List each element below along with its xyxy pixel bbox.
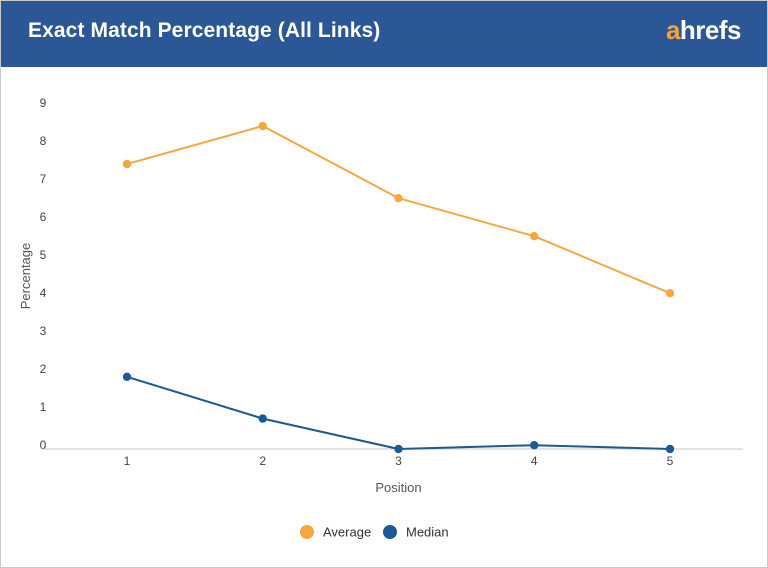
legend-label-average: Average [323,525,371,540]
x-axis-title: Position [375,480,421,495]
y-tick-label: 7 [40,172,47,186]
y-tick-label: 2 [40,362,47,376]
legend: Average Median [300,525,449,540]
x-tick-label: 2 [259,454,266,468]
legend-marker-average [300,525,314,539]
y-tick-label: 3 [40,324,47,338]
x-tick-label: 4 [531,454,538,468]
y-tick-label: 5 [40,248,47,262]
data-point-average [122,159,132,169]
y-tick-label: 6 [40,210,47,224]
series-line-median [126,375,671,450]
ahrefs-logo: ahrefs [665,15,742,46]
data-point-average [665,289,675,298]
legend-label-median: Median [406,525,449,540]
logo-letters-rest: hrefs [679,15,742,45]
data-point-median [394,444,403,454]
x-axis-ticks: 1 2 3 4 5 [124,454,674,468]
chart-title: Exact Match Percentage (All Links) [28,19,381,42]
y-tick-label: 8 [40,134,47,148]
header-bar: Exact Match Percentage (All Links) ahref… [1,1,767,67]
y-tick-label: 0 [40,438,47,452]
line-chart: 0 1 2 3 4 5 6 7 8 9 1 2 3 4 5 Position Percentage Ave… [18,96,743,540]
data-point-median [665,444,675,454]
y-tick-label: 9 [40,96,47,110]
x-tick-label: 5 [667,454,674,468]
y-tick-label: 4 [40,286,47,300]
y-tick-label: 1 [40,400,47,414]
y-axis-ticks: 0 1 2 3 4 5 6 7 8 9 [40,96,47,452]
x-tick-label: 3 [395,454,402,468]
series-group [122,121,675,454]
data-point-median [530,441,539,450]
data-point-average [258,121,267,131]
y-axis-title: Percentage [18,243,33,310]
data-point-median [258,414,267,423]
data-point-average [394,194,403,203]
legend-marker-median [383,525,397,539]
data-point-median [122,372,132,381]
x-tick-label: 1 [124,454,131,468]
logo-letter-a: a [665,15,680,45]
data-point-average [530,232,539,241]
series-line-average [126,125,671,295]
